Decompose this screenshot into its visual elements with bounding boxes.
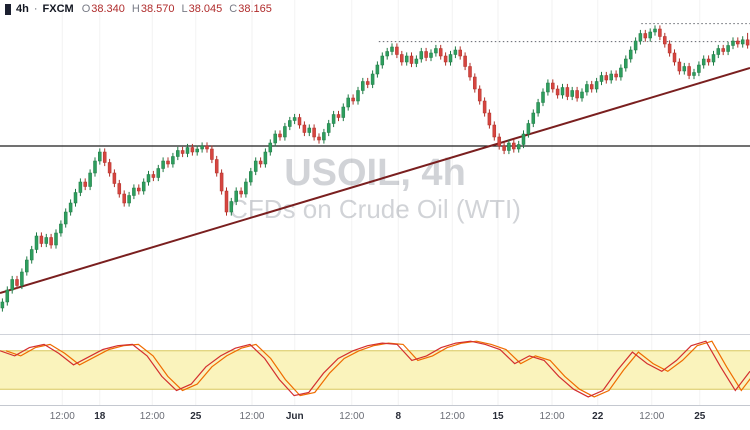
price-pane[interactable]: USOIL, 4h CFDs on Crude Oil (WTI) 4h · F… xyxy=(0,0,750,335)
time-axis-label: 12:00 xyxy=(639,411,665,422)
stoch-band xyxy=(0,350,750,390)
time-axis-label: 12:00 xyxy=(49,411,75,422)
ohlc-low-value: 38.045 xyxy=(188,3,223,15)
dotted-price-levels xyxy=(378,23,750,43)
chart-legend[interactable]: 4h · FXCM O 38.340 H 38.570 L 38.045 C 38.16… xyxy=(5,3,272,15)
time-axis[interactable]: 12:00 18 12:00 25 12:00 Jun 12:00 8 12:00 15 12:00… xyxy=(0,406,750,430)
time-axis-label: 15 xyxy=(492,411,504,422)
ohlc-open: O 38.340 xyxy=(82,3,125,15)
ohlc-open-value: 38.340 xyxy=(91,3,125,15)
ohlc-low: L 38.045 xyxy=(182,3,223,15)
time-axis-label: 12:00 xyxy=(539,411,565,422)
price-chart-canvas[interactable] xyxy=(0,0,750,335)
ohlc-low-label: L xyxy=(181,3,188,15)
time-axis-label: 12:00 xyxy=(439,411,465,422)
time-axis-label: 22 xyxy=(592,411,604,422)
ohlc-values: O 38.340 H 38.570 L 38.045 C 38.165 xyxy=(82,3,272,15)
ohlc-high-label: H xyxy=(131,3,140,15)
ohlc-high: H 38.570 xyxy=(132,3,175,15)
ohlc-close: C 38.165 xyxy=(229,3,272,15)
symbol-text-fragment xyxy=(5,3,11,15)
provider-label[interactable]: FXCM xyxy=(42,3,74,15)
time-axis-label: 18 xyxy=(94,411,106,422)
time-axis-label: 25 xyxy=(694,411,706,422)
candlestick-series xyxy=(0,25,750,312)
ohlc-high-value: 38.570 xyxy=(140,3,175,15)
legend-separator: · xyxy=(33,3,38,15)
ohlc-close-value: 38.165 xyxy=(238,3,272,15)
ohlc-open-label: O xyxy=(81,3,91,15)
stoch-k-line xyxy=(0,340,750,398)
time-axis-label: 25 xyxy=(190,411,202,422)
time-axis-label: 8 xyxy=(395,411,402,422)
price-grid xyxy=(61,0,701,335)
ohlc-close-label: C xyxy=(229,3,238,15)
time-axis-label: Jun xyxy=(285,411,304,422)
stochastic-pane[interactable] xyxy=(0,335,750,406)
trend-line[interactable] xyxy=(0,67,750,294)
stochastic-canvas[interactable] xyxy=(0,335,750,405)
time-axis-label: 12:00 xyxy=(239,411,265,422)
timeframe-label[interactable]: 4h xyxy=(16,3,29,15)
time-axis-label: 12:00 xyxy=(339,411,365,422)
time-axis-label: 12:00 xyxy=(139,411,165,422)
